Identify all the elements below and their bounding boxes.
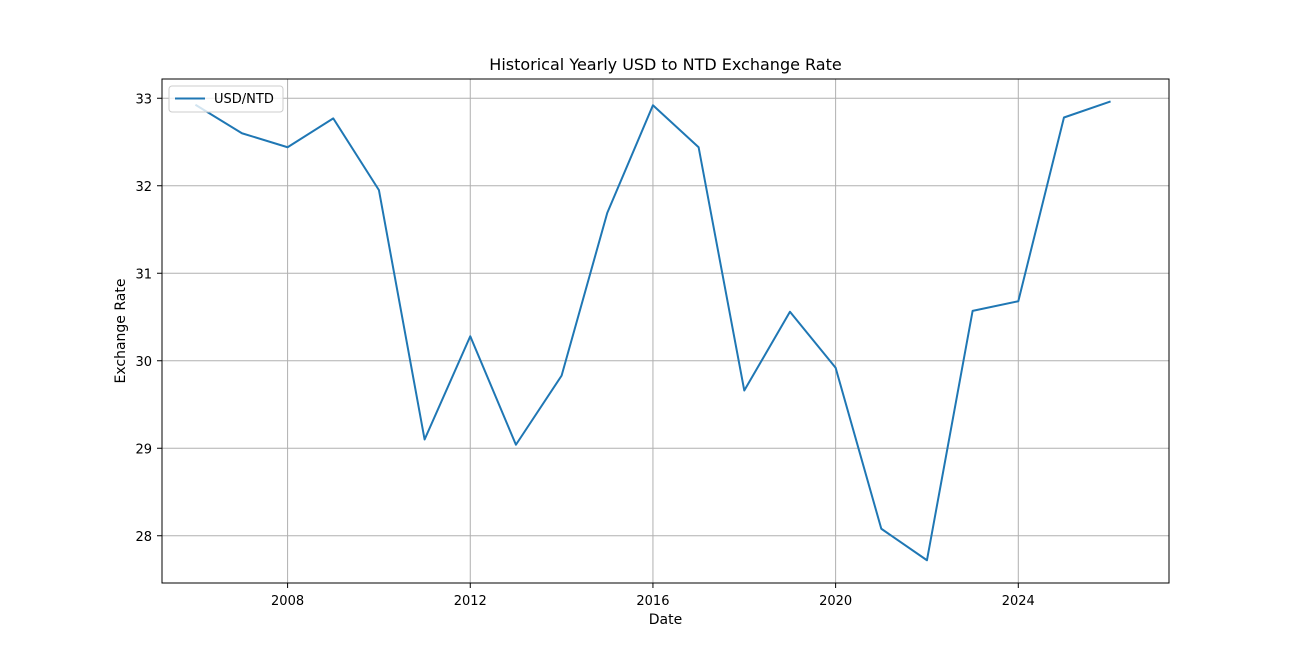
y-axis-label: Exchange Rate bbox=[113, 279, 129, 384]
legend-box bbox=[168, 85, 284, 113]
x-tick-label: 2008 bbox=[271, 594, 304, 609]
y-tick-label: 29 bbox=[135, 442, 152, 457]
y-tick-label: 32 bbox=[135, 180, 152, 195]
y-tick-label: 33 bbox=[135, 92, 152, 107]
grid-lines bbox=[162, 79, 1169, 583]
legend: USD/NTD bbox=[168, 85, 284, 113]
y-tick-label: 31 bbox=[135, 267, 152, 282]
y-axis-ticks: 28 29 30 31 32 33 bbox=[135, 92, 162, 545]
chart-title: Historical Yearly USD to NTD Exchange Ra… bbox=[489, 55, 841, 74]
x-tick-label: 2016 bbox=[636, 594, 669, 609]
x-tick-label: 2024 bbox=[1002, 594, 1035, 609]
plot-frame bbox=[161, 78, 1170, 584]
series-layer bbox=[194, 100, 1111, 562]
x-tick-label: 2012 bbox=[454, 594, 487, 609]
y-tick-label: 30 bbox=[135, 355, 152, 370]
legend-label-usd-ntd: USD/NTD bbox=[214, 92, 274, 107]
plot-area bbox=[162, 79, 1169, 583]
x-axis-ticks: 2008 2012 2016 2020 2024 bbox=[271, 583, 1035, 609]
x-tick-label: 2020 bbox=[819, 594, 852, 609]
x-axis-label: Date bbox=[649, 612, 682, 628]
y-tick-label: 28 bbox=[135, 530, 152, 545]
